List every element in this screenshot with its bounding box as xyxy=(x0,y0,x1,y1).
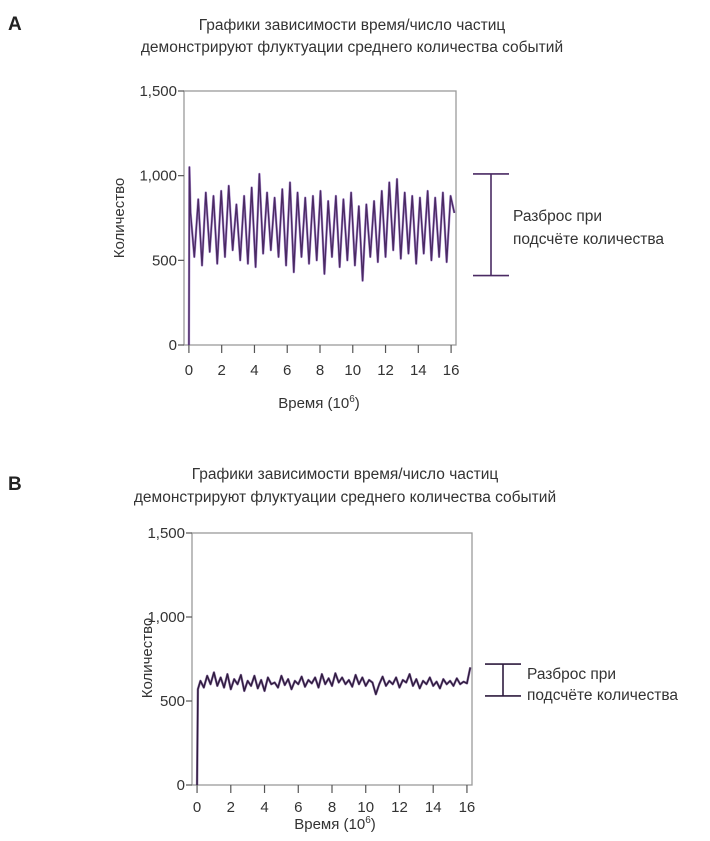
y-tick-label: 1,000 xyxy=(147,609,185,626)
panel-a-series xyxy=(187,166,456,346)
panel-b-label: B xyxy=(8,474,22,495)
y-tick-label: 1,000 xyxy=(139,168,177,185)
panel-b-plot-frame xyxy=(191,532,473,786)
panel-a-title-line-1: Графики зависимости время/число частиц xyxy=(199,17,506,34)
x-tick-label: 6 xyxy=(294,799,302,816)
x-tick-label: 2 xyxy=(227,799,235,816)
panel-b-annotation-line-2: подсчёте количества xyxy=(527,687,678,704)
panel-a-label: A xyxy=(8,14,22,35)
x-tick-label: 10 xyxy=(357,799,374,816)
x-tick-label: 8 xyxy=(316,362,324,379)
x-tick-label: 0 xyxy=(193,799,201,816)
panel-a-y-axis: 0 500 1,000 1,500 xyxy=(139,83,184,354)
panel-b-title-line-2: демонстрируют флуктуации среднего количе… xyxy=(134,489,556,506)
panel-b-annotation-line-1: Разброс при xyxy=(527,666,616,683)
panel-a-x-axis: 0 2 4 6 8 10 12 14 16 xyxy=(185,345,460,379)
x-tick-label: 14 xyxy=(410,362,427,379)
panel-a: A Графики зависимости время/число частиц… xyxy=(8,14,664,412)
x-tick-label: 4 xyxy=(260,799,268,816)
panel-b: B Графики зависимости время/число частиц… xyxy=(8,466,678,833)
panel-b-x-axis-label: Время (106) xyxy=(294,815,376,833)
panel-b-title-line-1: Графики зависимости время/число частиц xyxy=(192,466,499,483)
x-tick-label: 0 xyxy=(185,362,193,379)
x-tick-label: 16 xyxy=(443,362,460,379)
x-tick-label: 2 xyxy=(218,362,226,379)
panel-a-annotation-line-2: подсчёте количества xyxy=(513,231,664,248)
x-tick-label: 14 xyxy=(425,799,442,816)
panel-a-annotation-line-1: Разброс при xyxy=(513,208,602,225)
panel-a-y-axis-label: Количество xyxy=(111,178,128,259)
panel-b-range-bracket xyxy=(485,663,521,697)
panel-a-range-bracket xyxy=(473,173,509,277)
panel-a-x-axis-label: Время (106) xyxy=(278,394,360,412)
x-tick-label: 6 xyxy=(283,362,291,379)
x-tick-label: 16 xyxy=(459,799,476,816)
x-tick-label: 12 xyxy=(391,799,408,816)
y-tick-label: 500 xyxy=(160,693,185,710)
y-tick-label: 0 xyxy=(177,777,185,794)
panel-b-y-axis: 0 500 1,000 1,500 xyxy=(147,525,192,794)
series-line-highlight xyxy=(195,667,472,786)
panel-b-x-axis: 0 2 4 6 8 10 12 14 16 xyxy=(193,785,475,816)
x-tick-label: 10 xyxy=(344,362,361,379)
x-tick-label: 12 xyxy=(377,362,394,379)
x-tick-label: 8 xyxy=(328,799,336,816)
x-tick-label: 4 xyxy=(250,362,258,379)
panel-a-title-line-2: демонстрируют флуктуации среднего количе… xyxy=(141,39,563,56)
series-line xyxy=(188,166,456,346)
y-tick-label: 1,500 xyxy=(147,525,185,542)
series-line xyxy=(196,667,471,786)
y-tick-label: 500 xyxy=(152,252,177,269)
y-tick-label: 0 xyxy=(169,337,177,354)
panel-b-series xyxy=(195,667,472,786)
panel-b-y-axis-label: Количество xyxy=(139,618,156,699)
y-tick-label: 1,500 xyxy=(139,83,177,100)
